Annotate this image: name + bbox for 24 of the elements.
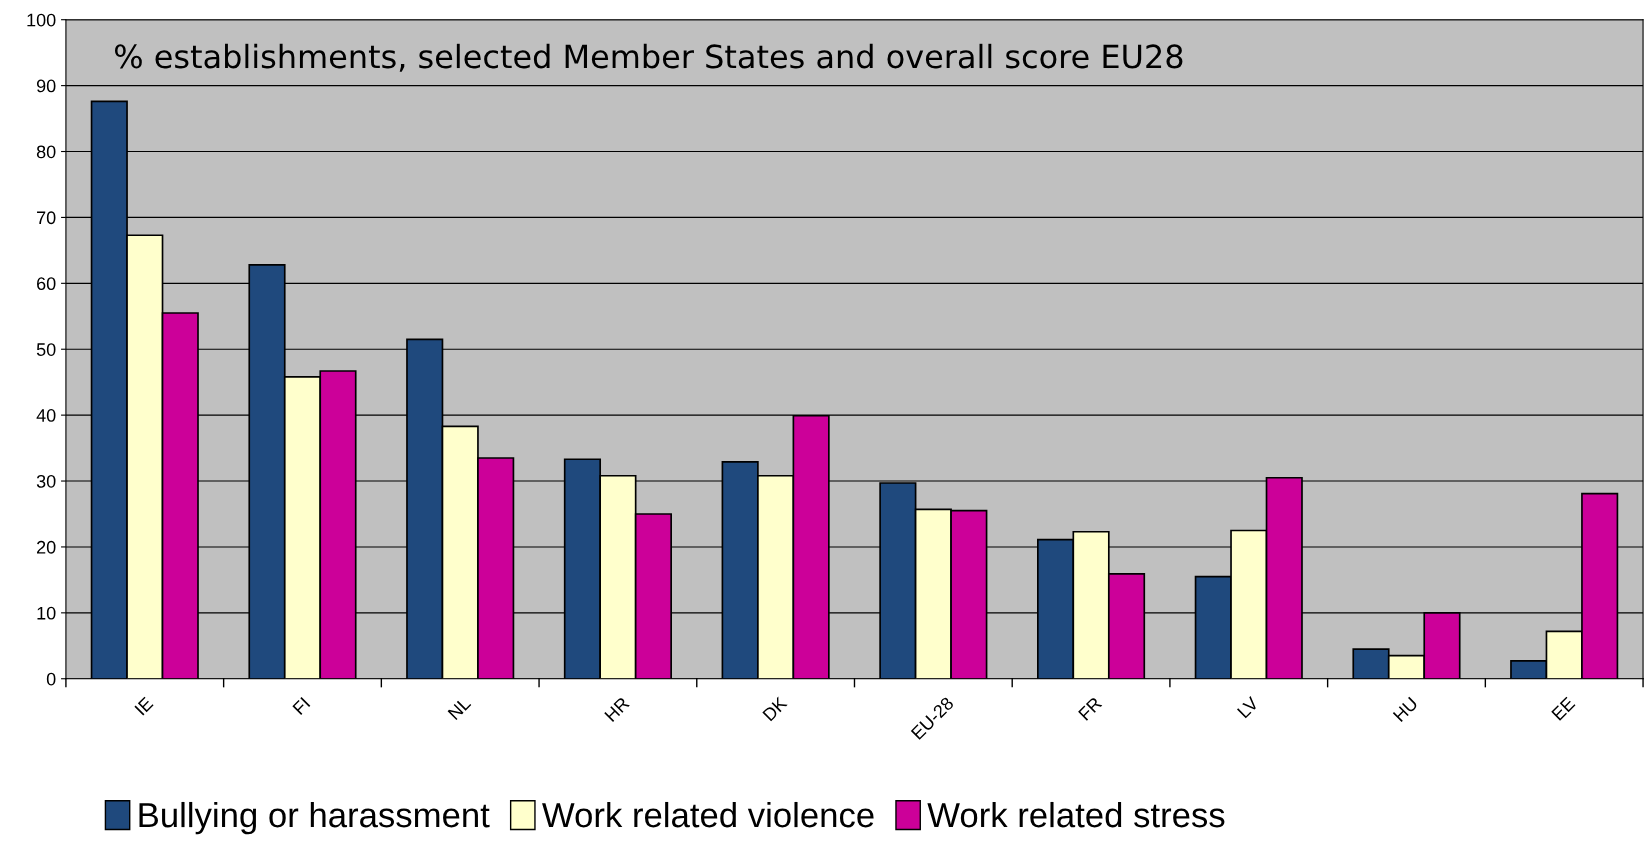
- y-tick-label: 50: [36, 343, 56, 356]
- y-tick-label: 20: [37, 540, 56, 554]
- x-tick-label: DK: [762, 696, 788, 722]
- y-tick-label: 100: [27, 13, 56, 27]
- text: % establishments, selected Member States and overall score EU28: [115, 43, 1183, 72]
- x-tick-label: FR: [1078, 696, 1103, 721]
- legend-label: Bullying or harassment: [139, 801, 490, 835]
- y-tick-label: 60: [37, 277, 56, 291]
- x-tick-label: EE: [1551, 696, 1576, 721]
- x-tick-label: HU: [1392, 696, 1419, 723]
- y-tick-label: 10: [37, 606, 56, 620]
- y-tick-label: 40: [36, 409, 56, 422]
- x-tick-label: LV: [1237, 695, 1260, 719]
- y-tick-label: 30: [36, 474, 56, 488]
- y-tick-label: 0: [46, 672, 56, 686]
- x-tick-label: FI: [292, 697, 311, 715]
- y-tick-label: 90: [36, 79, 56, 93]
- legend-label: Work related stress: [927, 801, 1225, 828]
- x-tick-label: NL: [447, 696, 472, 720]
- legend-label: Work related violence: [542, 801, 874, 828]
- x-tick-label: HR: [604, 696, 630, 723]
- x-tick-label: IE: [134, 696, 154, 716]
- y-tick-label: 70: [37, 211, 56, 225]
- y-tick-label: 80: [36, 145, 56, 159]
